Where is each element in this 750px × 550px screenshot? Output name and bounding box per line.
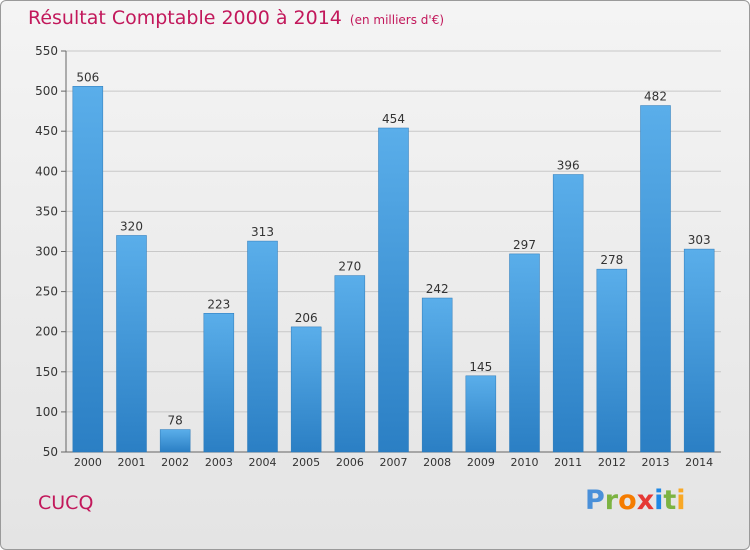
x-tick-label: 2009 — [467, 456, 495, 469]
bar — [640, 105, 671, 453]
x-tick-label: 2003 — [205, 456, 233, 469]
bar — [552, 174, 584, 453]
bar — [159, 429, 191, 453]
x-tick-label: 2013 — [642, 456, 670, 469]
bar — [203, 313, 235, 453]
y-tick-label: 400 — [35, 164, 58, 178]
bar — [72, 86, 104, 453]
bar — [465, 375, 497, 453]
y-tick-label: 100 — [35, 405, 58, 419]
x-tick-label: 2010 — [511, 456, 539, 469]
y-tick-label: 550 — [35, 44, 58, 58]
bar-value-label: 270 — [338, 260, 361, 274]
x-tick-label: 2004 — [249, 456, 277, 469]
logo-letter: i — [654, 485, 664, 516]
logo-letter: i — [676, 485, 686, 516]
x-axis-ticks: 2000 2001 2002 2003 2004 2005 2006 2007 2008 2009… — [74, 456, 713, 469]
bar-value-label: 242 — [426, 282, 449, 296]
bar-value-label: 313 — [251, 225, 274, 239]
proxiti-logo: Proxiti — [585, 485, 686, 516]
chart-title-unit: (en milliers d'€) — [349, 13, 445, 27]
bar — [683, 248, 715, 453]
y-tick-label: 450 — [35, 124, 58, 138]
bar-value-label: 145 — [469, 360, 492, 374]
place-name: CUCQ — [38, 492, 94, 514]
x-tick-label: 2012 — [598, 456, 626, 469]
x-tick-label: 2005 — [292, 456, 320, 469]
bar — [509, 253, 540, 453]
y-tick-label: 350 — [35, 204, 58, 218]
logo-letter: t — [663, 485, 677, 516]
logo-letter: o — [618, 485, 637, 516]
y-tick-label: 150 — [35, 365, 58, 379]
bar — [596, 268, 628, 453]
bar — [334, 275, 366, 453]
bar — [290, 326, 322, 453]
bar — [378, 127, 409, 453]
logo-letter: P — [585, 485, 605, 516]
x-tick-label: 2001 — [118, 456, 146, 469]
data-labels: 506 320 78 223 313 206 270 454 242 145 297 396 278 48… — [76, 70, 710, 427]
bar — [247, 240, 278, 453]
x-tick-label: 2007 — [380, 456, 408, 469]
y-tick-label: 250 — [35, 285, 58, 299]
bar-value-label: 506 — [76, 70, 99, 84]
x-tick-label: 2006 — [336, 456, 364, 469]
x-tick-label: 2000 — [74, 456, 102, 469]
bar — [421, 297, 453, 453]
y-axis-ticks: 50 100 150 200 250 300 350 400 450 500 550 — [35, 44, 58, 459]
y-tick-label: 200 — [35, 325, 58, 339]
y-tick-label: 50 — [43, 445, 58, 459]
bar-value-label: 303 — [688, 233, 711, 247]
bar-value-label: 223 — [207, 297, 230, 311]
x-tick-label: 2014 — [685, 456, 713, 469]
bar-value-label: 320 — [120, 219, 143, 233]
bar-value-label: 454 — [382, 112, 405, 126]
bar-value-label: 278 — [600, 253, 623, 267]
bar — [116, 235, 147, 453]
x-tick-label: 2011 — [554, 456, 582, 469]
y-tick-label: 500 — [35, 84, 58, 98]
x-tick-label: 2002 — [161, 456, 189, 469]
bar-value-label: 297 — [513, 238, 536, 252]
bar-value-label: 206 — [295, 311, 318, 325]
x-tick-label: 2008 — [423, 456, 451, 469]
bar-value-label: 396 — [557, 159, 580, 173]
y-tick-label: 300 — [35, 245, 58, 259]
logo-letter: x — [636, 485, 655, 516]
bar-value-label: 78 — [168, 414, 183, 428]
chart-title-main: Résultat Comptable 2000 à 2014 — [28, 7, 342, 29]
chart-title: Résultat Comptable 2000 à 2014 (en millie… — [28, 7, 444, 29]
logo-letter: r — [604, 485, 619, 516]
bars — [72, 86, 715, 453]
bar-value-label: 482 — [644, 90, 667, 104]
